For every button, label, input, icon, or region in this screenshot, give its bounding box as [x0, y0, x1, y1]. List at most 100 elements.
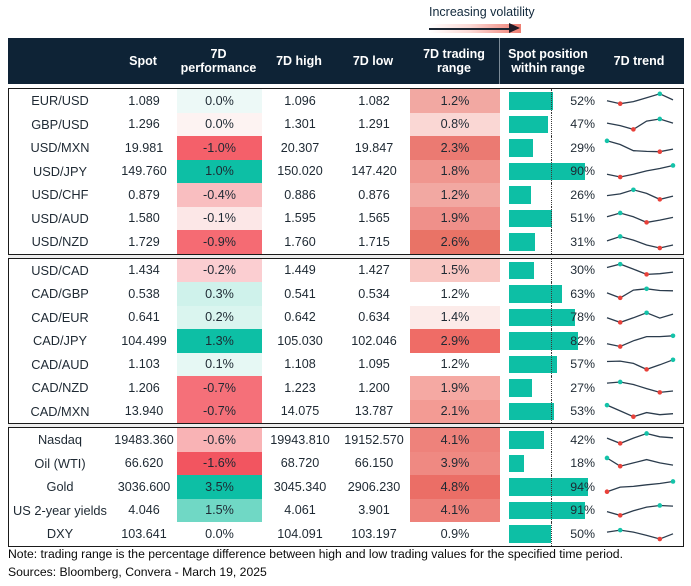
- range-cell: 1.5%: [410, 258, 500, 282]
- sparkline-path: [606, 189, 674, 201]
- position-cell: 18%: [500, 451, 597, 475]
- spot-value: 19483.360: [114, 432, 174, 447]
- range-cell: 1.2%: [410, 352, 500, 376]
- range-cell: 2.9%: [410, 329, 500, 353]
- position-track: 94%: [509, 475, 597, 499]
- range-cell: 1.2%: [410, 282, 500, 306]
- range-cell: 1.2%: [410, 89, 500, 113]
- position-cell: 51%: [500, 206, 597, 230]
- high-value: 14.075: [280, 404, 320, 419]
- position-value: 82%: [570, 333, 595, 348]
- sparkline-min-dot: [617, 512, 623, 518]
- spot-value: 1.296: [128, 117, 160, 132]
- position-bar: [509, 139, 534, 157]
- trend-sparkline: [606, 310, 674, 325]
- high-value: 19943.810: [270, 432, 330, 447]
- trend-sparkline: [604, 402, 674, 419]
- range-cell: 1.2%: [410, 183, 500, 207]
- header-7d-trading-range: 7D trading range: [423, 47, 485, 75]
- position-track: 82%: [509, 329, 597, 353]
- sparkline-min-dot: [657, 149, 663, 155]
- position-cell: 31%: [500, 230, 597, 254]
- range-cell: 1.9%: [410, 206, 500, 230]
- range-cell: 1.4%: [410, 305, 500, 329]
- perf-cell: 3.5%: [177, 475, 262, 499]
- position-bar: [509, 92, 553, 110]
- row-label: Gold: [46, 479, 74, 495]
- range-cell: 4.1%: [410, 428, 500, 452]
- sparkline-path: [606, 381, 674, 394]
- position-track: 63%: [509, 282, 597, 306]
- trend-sparkline: [606, 91, 674, 107]
- position-value: 51%: [570, 211, 595, 226]
- low-value: 1.565: [358, 211, 390, 226]
- table-row: USD/AUD 1.580 -0.1% 1.595 1.565 1.9% 51%: [9, 206, 683, 231]
- trend-sparkline: [606, 162, 676, 180]
- high-value: 0.642: [284, 310, 316, 325]
- position-bar: [509, 379, 532, 397]
- position-cell: 82%: [500, 329, 597, 353]
- spot-value: 0.538: [128, 286, 160, 301]
- sparkline-max-dot: [617, 234, 623, 240]
- position-cell: 42%: [500, 428, 597, 452]
- sparkline-min-dot: [617, 344, 623, 350]
- position-track: 47%: [509, 112, 597, 136]
- position-bar: [509, 285, 562, 303]
- low-value: 1.715: [358, 234, 390, 249]
- range-cell: 2.6%: [410, 230, 500, 254]
- table-row: CAD/AUD 1.103 0.1% 1.108 1.095 1.2% 57%: [9, 352, 683, 376]
- header-blank: [8, 59, 110, 63]
- position-track: 91%: [509, 498, 597, 522]
- low-value: 13.787: [354, 404, 394, 419]
- low-value: 0.876: [358, 187, 390, 202]
- position-track: 90%: [509, 159, 597, 183]
- table-body: EUR/USD 1.089 0.0% 1.096 1.082 1.2% 52% GBP/USD…: [8, 88, 684, 547]
- sparkline-min-dot: [657, 245, 663, 251]
- header-7d-low: 7D low: [352, 54, 394, 68]
- position-bar: [509, 308, 575, 326]
- position-cell: 63%: [500, 282, 597, 306]
- perf-cell: 1.0%: [177, 159, 262, 183]
- trend-sparkline: [604, 479, 676, 495]
- high-value: 0.541: [284, 286, 316, 301]
- perf-cell: 1.3%: [177, 329, 262, 353]
- low-value: 1.095: [358, 357, 390, 372]
- sparkline-min-dot: [644, 366, 649, 372]
- trend-sparkline: [606, 261, 674, 277]
- high-value: 150.020: [277, 164, 323, 179]
- table-row: GBP/USD 1.296 0.0% 1.301 1.291 0.8% 47%: [9, 112, 683, 136]
- position-midline: [551, 206, 552, 230]
- perf-cell: -0.4%: [177, 183, 262, 207]
- trend-cell: [597, 160, 683, 184]
- high-value: 20.307: [280, 140, 320, 155]
- table-block: EUR/USD 1.089 0.0% 1.096 1.082 1.2% 52% GBP/USD…: [8, 88, 684, 255]
- spot-value: 4.046: [128, 503, 160, 518]
- position-bar: [509, 261, 535, 279]
- spot-value: 13.940: [124, 404, 164, 419]
- trend-cell: [597, 207, 683, 231]
- position-cell: 27%: [500, 376, 597, 400]
- position-midline: [551, 89, 552, 113]
- position-value: 29%: [570, 140, 595, 155]
- range-cell: 0.8%: [410, 112, 500, 136]
- position-midline: [551, 136, 552, 160]
- perf-cell: -0.1%: [177, 206, 262, 230]
- spot-value: 1.434: [128, 263, 160, 278]
- trend-cell: [597, 329, 683, 353]
- position-track: 50%: [509, 522, 597, 546]
- high-value: 104.091: [277, 526, 323, 541]
- spot-value: 1.103: [128, 357, 160, 372]
- trend-sparkline: [606, 187, 674, 202]
- position-midline: [551, 399, 552, 423]
- sparkline-max-dot: [631, 187, 636, 193]
- sparkline-max-dot: [617, 528, 623, 533]
- trend-sparkline: [606, 379, 674, 395]
- high-value: 68.720: [280, 456, 320, 471]
- row-label: USD/CAD: [31, 262, 89, 278]
- position-bar: [509, 115, 549, 133]
- position-midline: [551, 498, 552, 522]
- position-track: 30%: [509, 258, 597, 282]
- trend-cell: [597, 183, 683, 207]
- low-value: 1.082: [358, 93, 390, 108]
- spot-value: 1.729: [128, 234, 160, 249]
